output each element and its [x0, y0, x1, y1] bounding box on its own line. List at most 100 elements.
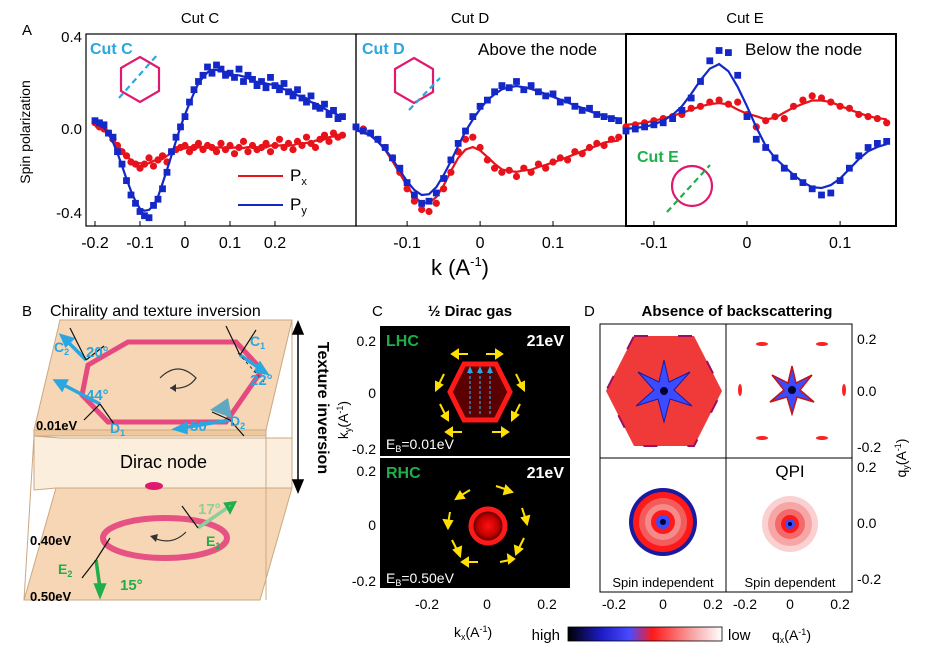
data-point-py — [586, 104, 593, 112]
y-tick: 0.2 — [357, 463, 377, 479]
x-ticks: -0.2 -0.1 0 0.1 0.2 -0.1 0 0.1 -0.1 0 0.1 — [81, 221, 851, 252]
data-point-px — [262, 139, 270, 147]
box-middle — [33, 435, 293, 491]
data-point-px — [593, 139, 601, 147]
panel-c: C ½ Dirac gas LHC 21eV EB=0.01eV — [335, 303, 570, 642]
data-point-py — [132, 199, 139, 207]
marker-d1: D1 — [110, 420, 125, 438]
data-point-py — [222, 71, 229, 79]
legend-py-label: Py — [290, 195, 307, 217]
data-point-px — [600, 141, 608, 150]
angle-wedge — [210, 398, 232, 418]
ky-label: ky(A-1) — [335, 401, 353, 439]
data-point-py — [307, 92, 315, 100]
data-point-py — [564, 96, 571, 104]
photon-energy-label: 21eV — [527, 333, 565, 350]
data-point-py — [476, 102, 484, 110]
data-point-py — [235, 65, 243, 73]
x-tick: 0.2 — [703, 596, 723, 612]
data-point-py — [312, 102, 319, 110]
data-point-py — [734, 71, 742, 79]
data-point-py — [799, 179, 807, 186]
data-point-py — [600, 113, 608, 120]
data-point-px — [607, 135, 616, 143]
data-point-py — [650, 121, 658, 129]
data-point-px — [549, 158, 557, 166]
data-point-py — [411, 191, 418, 199]
data-point-py — [462, 127, 469, 135]
panel-d: D Absence of backscattering — [532, 303, 911, 645]
cut-d-inset-label: Cut D — [362, 41, 405, 58]
y-tick: -0.2 — [857, 439, 881, 455]
data-point-py — [253, 82, 261, 89]
data-point-px — [827, 98, 835, 106]
data-point-px — [122, 152, 131, 160]
rotation-arrow-icon — [159, 368, 197, 389]
data-point-px — [275, 135, 284, 143]
data-point-px — [311, 143, 320, 152]
reference-arrows-bottom — [81, 505, 199, 579]
data-point-px — [425, 207, 433, 216]
x-tick-label: 0.1 — [219, 235, 241, 252]
data-point-py — [303, 98, 310, 106]
data-point-py — [874, 140, 881, 147]
binding-energy-label: EB=0.01eV — [386, 436, 455, 454]
data-point-py — [762, 144, 770, 151]
note-below-node: Below the node — [745, 40, 862, 59]
data-point-px — [836, 102, 844, 110]
data-point-py — [105, 129, 112, 137]
x-tick: 0 — [786, 596, 794, 612]
data-point-py — [280, 80, 288, 87]
data-point-px — [790, 102, 798, 110]
x-tick-label: 0 — [181, 235, 190, 252]
angle-label: 17° — [198, 501, 221, 518]
y-tick: 0.2 — [357, 333, 377, 349]
marker-e1: E1 — [206, 533, 220, 551]
data-point-px — [461, 135, 470, 143]
data-point-py — [240, 78, 247, 85]
data-point-px — [564, 156, 572, 164]
qpi-label: QPI — [775, 462, 804, 481]
cut-e-plot — [622, 47, 891, 199]
data-point-px — [556, 154, 564, 162]
data-point-px — [845, 104, 854, 112]
data-point-py — [163, 168, 171, 176]
data-point-px — [808, 92, 816, 100]
cut-e-inset-label: Cut E — [637, 149, 679, 166]
cut-e-frame — [625, 33, 897, 227]
data-point-py — [389, 154, 396, 162]
note-above-node: Above the node — [478, 40, 597, 59]
data-point-py — [359, 127, 367, 135]
data-point-px — [298, 141, 306, 150]
x-tick-label: -0.1 — [393, 235, 421, 252]
data-point-py — [226, 69, 234, 77]
data-point-px — [325, 137, 333, 145]
data-point-px — [696, 102, 705, 110]
data-point-py — [743, 113, 751, 120]
data-point-px — [780, 115, 788, 123]
data-point-px — [230, 150, 239, 158]
data-point-py — [697, 78, 704, 85]
data-point-py — [808, 185, 816, 193]
data-point-py — [258, 78, 265, 85]
data-point-px — [194, 139, 203, 147]
angle-label: 44° — [86, 387, 109, 404]
data-point-py — [316, 104, 324, 112]
data-point-py — [615, 117, 623, 125]
data-point-py — [181, 113, 189, 120]
data-point-px — [762, 117, 770, 125]
data-point-px — [226, 141, 234, 150]
data-point-px — [181, 141, 189, 150]
data-point-py — [339, 113, 346, 120]
data-point-px — [320, 131, 329, 139]
data-point-px — [505, 166, 513, 174]
data-point-py — [177, 123, 184, 131]
data-point-py — [527, 82, 535, 89]
panel-b-title: Chirality and texture inversion — [50, 303, 261, 320]
data-point-py — [432, 189, 440, 197]
data-point-py — [678, 107, 686, 114]
data-point-py — [195, 78, 202, 85]
data-point-px — [512, 172, 521, 181]
y-tick: 0.4 — [61, 29, 82, 46]
data-point-px — [208, 143, 216, 152]
